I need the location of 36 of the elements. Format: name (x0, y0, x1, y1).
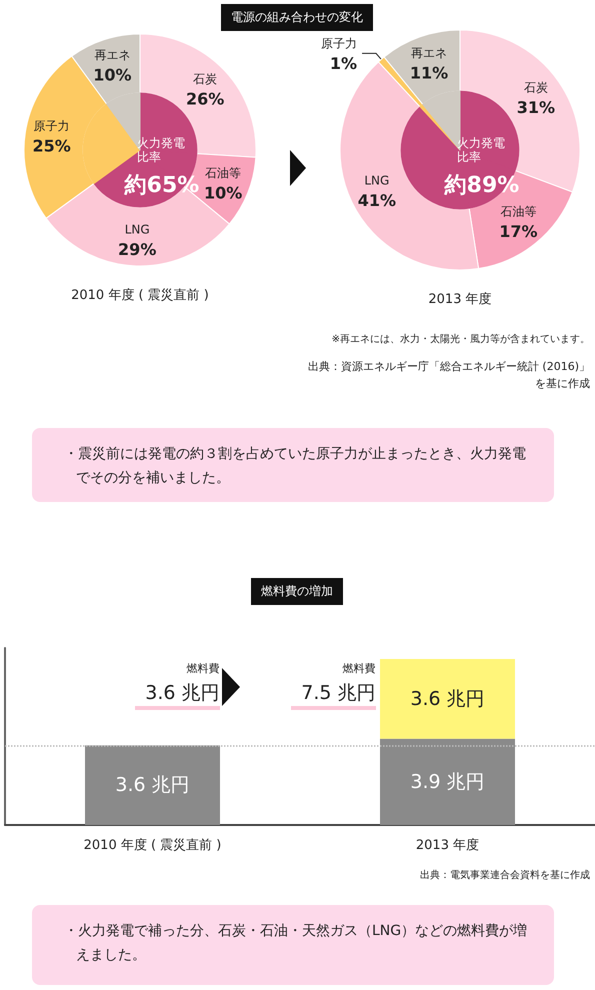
data-label: 29% (118, 240, 156, 259)
data-label: 31% (516, 98, 556, 117)
slice-label: 原子力 (321, 36, 358, 50)
total-label: 燃料費 3.6 兆円 (144, 661, 220, 706)
data-label: 3.6 兆円 (115, 774, 190, 796)
slice-label: 石油等 (500, 204, 536, 219)
slice-label: 再エネ (411, 46, 447, 60)
data-label: 25% (32, 136, 71, 156)
text: 約65% (124, 172, 200, 200)
slice-label: 石油等 (205, 166, 242, 180)
text: ※再エネには、水力・太陽光・風力等が含まれています。 (332, 332, 590, 346)
text: ・震災前には発電の約３割を占めていた原子力が止まったとき、火力発電でその分を補いました。 (32, 428, 554, 502)
data-label: 10% (204, 183, 242, 202)
data-label: 17% (499, 222, 538, 242)
slice-label: 石炭 (193, 72, 218, 86)
text: 2010 年度 ( 震災直前 ) (71, 287, 209, 304)
total-label: 燃料費 7.5 兆円 (300, 661, 376, 706)
source-note: 出典：電気事業連合会資料を基に作成 (420, 868, 590, 882)
data-label: 1% (330, 54, 358, 73)
slice-label: LNG (124, 222, 150, 236)
data-label: 41% (358, 190, 396, 210)
text: 2013 年度 (428, 291, 492, 308)
text: ・火力発電で補った分、石炭・石油・天然ガス（LNG）などの燃料費が増えました。 (32, 905, 554, 985)
slice-label: LNG (364, 173, 390, 188)
chart-title: 燃料費の増加 (251, 578, 343, 605)
data-label: 3.9 兆円 (410, 770, 485, 793)
source-note: 出典：資源エネルギー庁「総合エネルギー統計 (2016)」を基に作成 (306, 359, 590, 392)
data-label: 11% (410, 63, 448, 82)
data-label: 3.6 兆円 (410, 688, 485, 710)
slice-label: 再エネ (94, 48, 130, 62)
slice-label: 原子力 (34, 119, 70, 134)
data-label: 26% (186, 89, 224, 108)
data-label: 10% (93, 65, 132, 84)
slice-label: 石炭 (524, 80, 548, 94)
text: 約89% (444, 172, 520, 200)
text: 電源の組み合わせの変化 (221, 4, 373, 31)
